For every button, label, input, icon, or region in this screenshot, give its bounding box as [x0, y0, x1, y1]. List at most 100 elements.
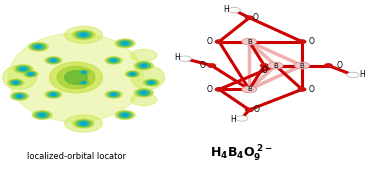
Circle shape	[179, 56, 191, 61]
Circle shape	[347, 72, 359, 78]
Ellipse shape	[24, 71, 38, 77]
Ellipse shape	[139, 91, 148, 95]
Ellipse shape	[11, 92, 29, 100]
Ellipse shape	[72, 30, 95, 40]
Ellipse shape	[29, 42, 48, 51]
Circle shape	[245, 108, 253, 112]
Ellipse shape	[65, 71, 87, 84]
Ellipse shape	[21, 68, 26, 70]
Ellipse shape	[17, 95, 22, 97]
Ellipse shape	[38, 113, 46, 117]
Ellipse shape	[81, 122, 86, 125]
Ellipse shape	[34, 45, 43, 49]
Ellipse shape	[79, 121, 88, 126]
Circle shape	[215, 88, 223, 91]
Ellipse shape	[40, 114, 45, 116]
Text: B: B	[247, 86, 252, 92]
Ellipse shape	[57, 66, 95, 89]
Text: O: O	[308, 37, 314, 46]
Ellipse shape	[110, 93, 118, 96]
Ellipse shape	[3, 66, 36, 89]
Ellipse shape	[148, 81, 155, 84]
Ellipse shape	[108, 92, 120, 97]
Ellipse shape	[118, 112, 132, 118]
Ellipse shape	[50, 93, 57, 96]
Ellipse shape	[28, 73, 34, 76]
Text: O: O	[199, 61, 205, 70]
Text: B: B	[247, 39, 252, 45]
Ellipse shape	[73, 119, 94, 128]
Ellipse shape	[48, 92, 59, 97]
Ellipse shape	[141, 92, 146, 94]
Ellipse shape	[105, 57, 122, 64]
Circle shape	[242, 86, 257, 93]
Ellipse shape	[8, 33, 144, 122]
Ellipse shape	[141, 64, 146, 67]
Ellipse shape	[121, 41, 130, 45]
Ellipse shape	[50, 59, 57, 62]
Ellipse shape	[17, 66, 30, 72]
Ellipse shape	[45, 57, 62, 64]
Ellipse shape	[78, 70, 89, 75]
Ellipse shape	[110, 59, 118, 62]
Text: $\mathbf{H_4B_4O_9^{\ 2-}}$: $\mathbf{H_4B_4O_9^{\ 2-}}$	[210, 144, 273, 164]
Text: O: O	[253, 13, 259, 22]
Circle shape	[268, 62, 283, 69]
Ellipse shape	[35, 112, 49, 118]
Ellipse shape	[131, 73, 134, 75]
Ellipse shape	[135, 61, 153, 70]
Text: H: H	[231, 115, 236, 124]
Circle shape	[228, 7, 240, 13]
Ellipse shape	[48, 58, 59, 63]
Ellipse shape	[36, 46, 41, 48]
Ellipse shape	[76, 31, 92, 38]
Ellipse shape	[76, 69, 91, 76]
Circle shape	[208, 64, 215, 67]
Ellipse shape	[139, 64, 148, 67]
Circle shape	[298, 88, 306, 91]
Ellipse shape	[129, 73, 136, 76]
Text: O: O	[207, 85, 213, 94]
Text: O: O	[337, 61, 342, 70]
Ellipse shape	[31, 44, 45, 50]
Ellipse shape	[115, 39, 135, 48]
Ellipse shape	[81, 34, 86, 36]
Ellipse shape	[125, 71, 139, 77]
Circle shape	[245, 16, 253, 19]
Ellipse shape	[14, 82, 18, 83]
Text: localized-orbital locator: localized-orbital locator	[26, 152, 125, 161]
Ellipse shape	[131, 94, 157, 106]
Ellipse shape	[122, 42, 127, 44]
Text: H: H	[174, 53, 180, 62]
Ellipse shape	[10, 80, 22, 85]
Ellipse shape	[19, 67, 28, 71]
Ellipse shape	[122, 114, 127, 116]
Text: B: B	[300, 63, 304, 68]
Ellipse shape	[82, 72, 85, 73]
Circle shape	[215, 40, 223, 43]
Ellipse shape	[112, 94, 116, 95]
Text: O: O	[207, 37, 213, 46]
Ellipse shape	[146, 80, 157, 85]
Ellipse shape	[143, 79, 159, 86]
Circle shape	[325, 64, 332, 67]
Ellipse shape	[78, 80, 89, 85]
Ellipse shape	[149, 82, 153, 83]
Circle shape	[260, 64, 268, 67]
Text: O: O	[261, 66, 267, 75]
Text: H: H	[359, 70, 365, 79]
Circle shape	[298, 40, 306, 43]
Ellipse shape	[137, 63, 150, 68]
Ellipse shape	[26, 72, 36, 76]
Ellipse shape	[14, 65, 33, 73]
Ellipse shape	[112, 60, 116, 61]
Ellipse shape	[50, 62, 102, 93]
Ellipse shape	[65, 115, 102, 132]
Ellipse shape	[33, 111, 52, 119]
Ellipse shape	[82, 82, 85, 83]
Ellipse shape	[105, 91, 122, 98]
Ellipse shape	[65, 26, 102, 43]
Text: B: B	[273, 63, 278, 68]
Ellipse shape	[80, 71, 87, 74]
Ellipse shape	[8, 79, 24, 86]
